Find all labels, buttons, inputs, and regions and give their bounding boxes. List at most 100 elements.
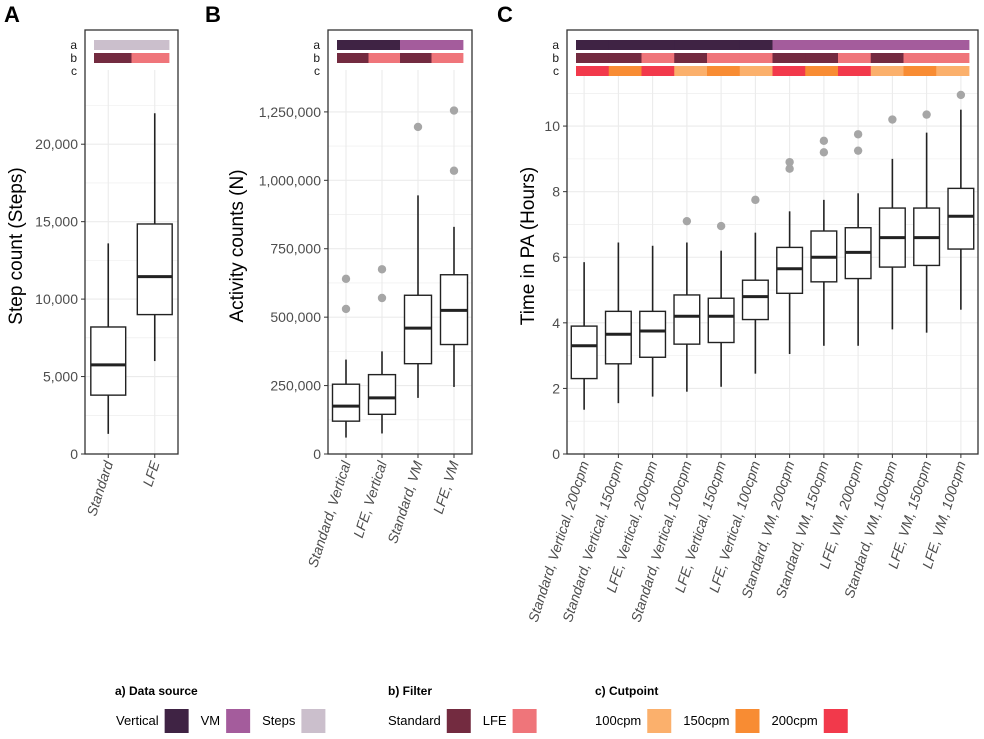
box-5 bbox=[741, 195, 769, 374]
y-tick-label: 1,250,000 bbox=[259, 104, 321, 120]
strip-cell-c bbox=[936, 66, 970, 76]
outlier-point bbox=[449, 106, 459, 115]
box-1 bbox=[367, 265, 397, 434]
strip-cell-c bbox=[870, 66, 904, 76]
strip-cell-b bbox=[94, 53, 132, 63]
strip-cell-a bbox=[337, 40, 369, 50]
strip-label-c: c bbox=[553, 64, 559, 78]
box-iqr bbox=[639, 310, 667, 358]
strip-cell-a bbox=[641, 40, 675, 50]
legend: a) Data source Vertical VM Steps b) Filter St… bbox=[115, 684, 848, 733]
box-6 bbox=[776, 157, 804, 354]
strip-cell-b bbox=[707, 53, 741, 63]
outlier-point bbox=[819, 148, 829, 157]
strip-cell-b bbox=[400, 53, 432, 63]
strip-cell-a bbox=[608, 40, 642, 50]
strip-cell-a bbox=[870, 40, 904, 50]
box-iqr bbox=[707, 297, 735, 344]
strip-cell-a bbox=[576, 40, 610, 50]
strip-cell-a bbox=[674, 40, 708, 50]
box-0 bbox=[90, 243, 127, 434]
strip-cell-c bbox=[707, 66, 741, 76]
outlier-point bbox=[682, 216, 692, 226]
outlier-point bbox=[853, 146, 863, 155]
y-tick-label: 500,000 bbox=[270, 309, 321, 325]
strip-cell-b bbox=[739, 53, 773, 63]
box-iqr bbox=[90, 326, 127, 396]
box-1 bbox=[604, 242, 632, 404]
box-10 bbox=[913, 110, 941, 333]
strip-cell-a bbox=[707, 40, 741, 50]
strip-cell-b bbox=[674, 53, 708, 63]
box-11 bbox=[947, 90, 975, 310]
strip-cell-b bbox=[576, 53, 610, 63]
legend-label: VM bbox=[201, 713, 221, 728]
strip-cell-b bbox=[772, 53, 806, 63]
outlier-point bbox=[449, 166, 459, 175]
box-2 bbox=[639, 245, 667, 397]
outlier-point bbox=[785, 164, 794, 173]
strip-cell-b bbox=[870, 53, 904, 63]
legend-group-3: c) Cutpoint 100cpm 150cpm 200cpm bbox=[595, 684, 848, 733]
y-tick-label: 15,000 bbox=[35, 214, 78, 230]
strip-cell-b bbox=[936, 53, 970, 63]
legend-label: Standard bbox=[388, 713, 441, 728]
legend-label: Steps bbox=[262, 713, 296, 728]
strip-cell-c bbox=[608, 66, 642, 76]
box-3 bbox=[673, 216, 701, 392]
outlier-point bbox=[853, 130, 863, 139]
legend-label: 100cpm bbox=[595, 713, 641, 728]
panel-title: C bbox=[497, 2, 513, 27]
x-tick-label: Standard bbox=[83, 458, 116, 518]
strip-cell-a bbox=[739, 40, 773, 50]
outlier-point bbox=[413, 122, 423, 132]
y-tick-label: 10,000 bbox=[35, 291, 78, 307]
outlier-point bbox=[785, 157, 794, 167]
box-iqr bbox=[331, 383, 361, 422]
strip-cell-c bbox=[772, 66, 806, 76]
strip-label-b: b bbox=[313, 51, 320, 65]
outlier-point bbox=[377, 293, 387, 303]
strip-label-a: a bbox=[313, 38, 320, 52]
y-tick-label: 10 bbox=[544, 118, 560, 134]
box-iqr bbox=[367, 373, 397, 416]
strip-cell-b bbox=[805, 53, 839, 63]
box-iqr bbox=[673, 294, 701, 345]
box-iqr bbox=[947, 187, 975, 250]
strip-cell-c bbox=[576, 66, 610, 76]
legend-group-2: b) Filter Standard LFE bbox=[388, 684, 537, 733]
legend-swatch bbox=[512, 709, 537, 733]
legend-label: 200cpm bbox=[772, 713, 818, 728]
strip-cell-c bbox=[805, 66, 839, 76]
legend-swatch bbox=[647, 709, 672, 733]
legend-swatch bbox=[301, 709, 326, 733]
box-7 bbox=[810, 136, 838, 346]
legend-label: LFE bbox=[483, 713, 507, 728]
y-tick-label: 1,000,000 bbox=[259, 172, 321, 188]
strip-cell-c bbox=[739, 66, 773, 76]
outlier-point bbox=[377, 265, 387, 274]
strip-cell-a bbox=[368, 40, 401, 50]
strip-cell-b bbox=[131, 53, 170, 63]
y-tick-label: 8 bbox=[552, 184, 560, 200]
legend-label: 150cpm bbox=[683, 713, 729, 728]
x-tick-label: LFE, VM bbox=[430, 459, 462, 516]
box-iqr bbox=[741, 279, 769, 321]
y-tick-label: 250,000 bbox=[270, 378, 321, 394]
legend-swatch bbox=[226, 709, 251, 733]
box-2 bbox=[403, 122, 433, 398]
y-tick-label: 0 bbox=[552, 446, 560, 462]
panel-title: B bbox=[205, 2, 221, 27]
outlier-point bbox=[922, 110, 931, 119]
box-iqr bbox=[776, 246, 804, 295]
strip-cell-a bbox=[431, 40, 464, 50]
y-tick-label: 4 bbox=[552, 315, 560, 331]
legend-title: c) Cutpoint bbox=[595, 684, 658, 698]
outlier-point bbox=[751, 195, 760, 205]
strip-label-c: c bbox=[71, 64, 77, 78]
strip-cell-a bbox=[903, 40, 937, 50]
box-8 bbox=[844, 130, 872, 346]
box-3 bbox=[439, 106, 469, 387]
